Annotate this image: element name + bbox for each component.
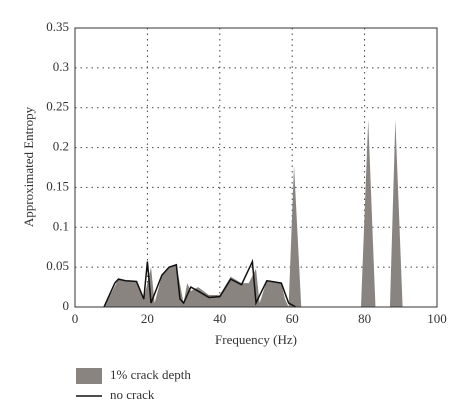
y-tick-label: 0.05 [46,258,69,273]
y-tick-label: 0.35 [46,19,69,34]
x-tick-label: 100 [427,311,447,326]
x-tick-label: 0 [72,311,79,326]
line [103,258,297,308]
x-tick-label: 40 [213,311,226,326]
y-tick-label: 0.3 [53,59,69,74]
area [103,119,403,308]
y-axis-label: Approximated Entropy [21,106,36,227]
plot-frame [74,27,438,308]
x-tick-label: 60 [286,311,299,326]
legend-label: 1% crack depth [110,367,191,382]
y-tick-label: 0.15 [46,178,69,193]
legend-swatch [76,368,102,384]
y-tick-label: 0.2 [53,139,69,154]
x-axis-label: Frequency (Hz) [215,332,297,347]
y-tick-label: 0 [63,298,70,313]
y-tick-label: 0.1 [53,218,69,233]
x-tick-label: 20 [141,311,154,326]
legend-label: no crack [110,387,155,402]
y-tick-label: 0.25 [46,99,69,114]
x-tick-label: 80 [358,311,371,326]
